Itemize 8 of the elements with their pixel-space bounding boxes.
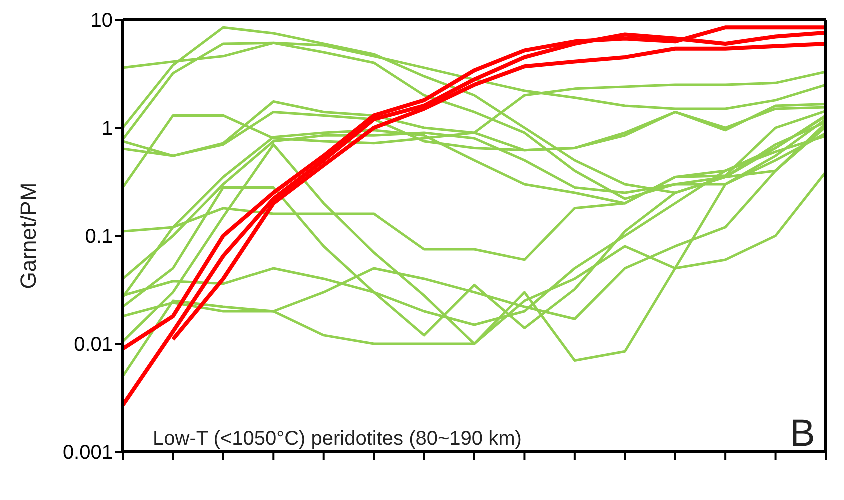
annotation: Low-T (<1050°C) peridotites (80~190 km): [153, 428, 522, 451]
annotation: B: [790, 413, 816, 456]
y-tick-label: 1: [102, 118, 113, 140]
y-tick-label: 10: [90, 10, 113, 32]
y-tick-label: 0.01: [74, 334, 113, 356]
y-axis-title: Garnet/PM: [16, 182, 41, 290]
y-tick-label: 0.1: [85, 226, 113, 248]
y-tick-label: 0.001: [62, 442, 113, 464]
